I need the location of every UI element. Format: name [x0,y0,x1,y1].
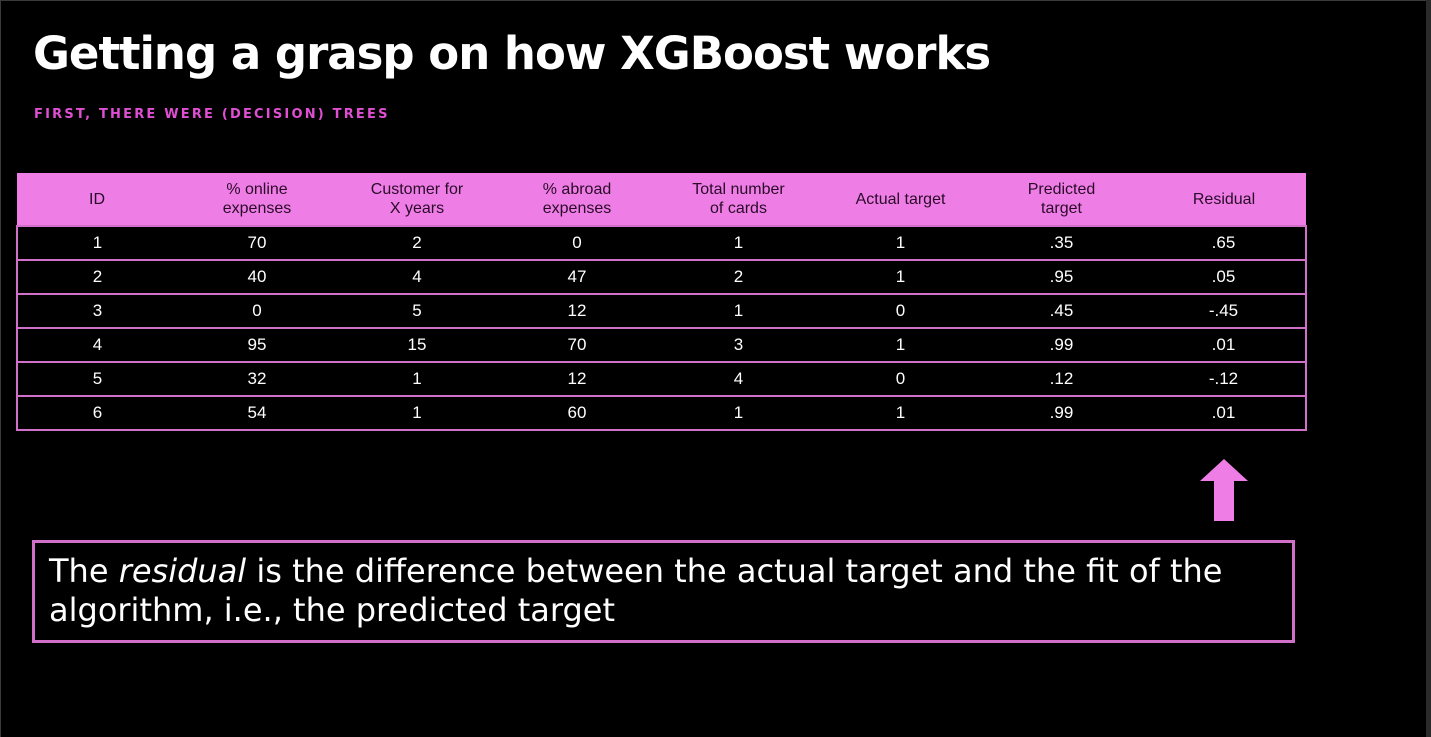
cell-id: 3 [16,293,177,328]
cell-actual-target: 1 [820,259,981,294]
table-row: 3 0 5 12 1 0 .45 -.45 [16,293,1307,328]
cell-online-expenses: 70 [177,225,337,260]
header-customer-years: Customer for X years [337,173,497,226]
table-row: 6 54 1 60 1 1 .99 .01 [16,395,1307,431]
cell-id: 6 [16,395,177,431]
cell-total-cards: 1 [657,395,820,431]
table-row: 4 95 15 70 3 1 .99 .01 [16,327,1307,362]
residual-definition-callout: The residual is the difference between t… [32,540,1295,643]
header-online-expenses: % online expenses [177,173,337,226]
slide-subtitle: FIRST, THERE WERE (DECISION) TREES [34,107,390,122]
callout-emphasis: residual [118,552,247,590]
table-header-row: ID % online expenses Customer for X year… [17,173,1306,226]
header-total-cards: Total number of cards [657,173,820,226]
cell-residual: .01 [1142,327,1307,362]
table-row: 5 32 1 12 4 0 .12 -.12 [16,361,1307,396]
window-edge [1426,0,1431,737]
header-residual: Residual [1142,173,1306,226]
cell-customer-years: 5 [337,293,497,328]
cell-online-expenses: 32 [177,361,337,396]
cell-total-cards: 1 [657,225,820,260]
cell-residual: -.45 [1142,293,1307,328]
cell-residual: .05 [1142,259,1307,294]
cell-abroad-expenses: 70 [497,327,657,362]
cell-actual-target: 1 [820,225,981,260]
cell-actual-target: 1 [820,395,981,431]
cell-abroad-expenses: 0 [497,225,657,260]
cell-total-cards: 4 [657,361,820,396]
cell-customer-years: 15 [337,327,497,362]
cell-abroad-expenses: 47 [497,259,657,294]
cell-customer-years: 1 [337,361,497,396]
cell-predicted-target: .45 [981,293,1142,328]
cell-residual: -.12 [1142,361,1307,396]
cell-total-cards: 2 [657,259,820,294]
cell-id: 4 [16,327,177,362]
cell-predicted-target: .99 [981,395,1142,431]
cell-predicted-target: .35 [981,225,1142,260]
cell-residual: .65 [1142,225,1307,260]
cell-abroad-expenses: 12 [497,361,657,396]
table-row: 2 40 4 47 2 1 .95 .05 [16,259,1307,294]
cell-id: 2 [16,259,177,294]
cell-predicted-target: .99 [981,327,1142,362]
cell-total-cards: 3 [657,327,820,362]
cell-online-expenses: 40 [177,259,337,294]
cell-id: 1 [16,225,177,260]
cell-actual-target: 0 [820,361,981,396]
header-abroad-expenses: % abroad expenses [497,173,657,226]
table-row: 1 70 2 0 1 1 .35 .65 [16,225,1307,260]
up-arrow-icon [1200,459,1248,521]
cell-online-expenses: 54 [177,395,337,431]
header-id: ID [17,173,177,226]
cell-abroad-expenses: 60 [497,395,657,431]
cell-predicted-target: .12 [981,361,1142,396]
cell-residual: .01 [1142,395,1307,431]
cell-customer-years: 4 [337,259,497,294]
header-predicted-target: Predicted target [981,173,1142,226]
cell-total-cards: 1 [657,293,820,328]
cell-abroad-expenses: 12 [497,293,657,328]
cell-actual-target: 1 [820,327,981,362]
residuals-table: ID % online expenses Customer for X year… [16,173,1307,431]
callout-suffix: is the difference between the actual tar… [49,552,1223,629]
cell-predicted-target: .95 [981,259,1142,294]
cell-id: 5 [16,361,177,396]
cell-actual-target: 0 [820,293,981,328]
cell-customer-years: 1 [337,395,497,431]
callout-prefix: The [49,552,119,590]
cell-online-expenses: 0 [177,293,337,328]
cell-online-expenses: 95 [177,327,337,362]
header-actual-target: Actual target [820,173,981,226]
slide-title: Getting a grasp on how XGBoost works [33,27,991,80]
cell-customer-years: 2 [337,225,497,260]
